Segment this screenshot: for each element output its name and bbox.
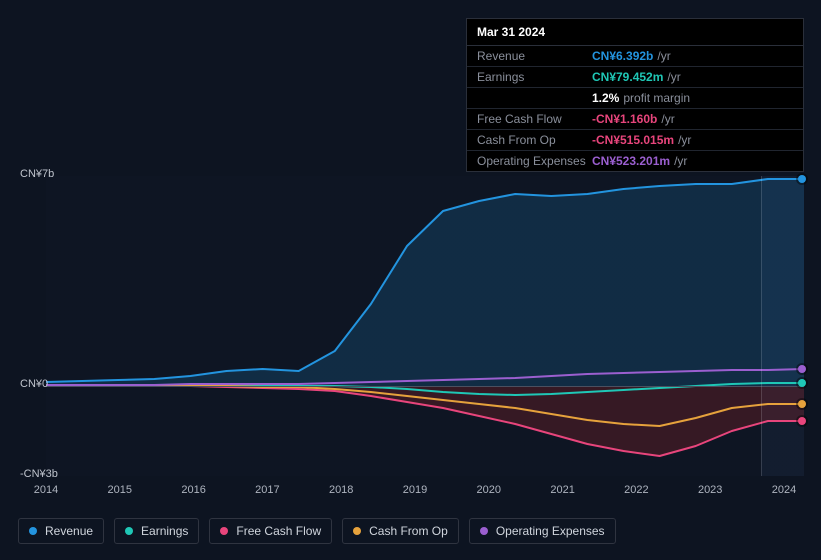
- tooltip-row-label: Revenue: [477, 49, 592, 63]
- series-end-dot: [798, 417, 806, 425]
- chart-tooltip: Mar 31 2024 RevenueCN¥6.392b/yrEarningsC…: [466, 18, 804, 172]
- tooltip-row-label: Free Cash Flow: [477, 112, 592, 126]
- legend-dot-icon: [29, 527, 37, 535]
- series-end-dot: [798, 379, 806, 387]
- tooltip-row-label: Cash From Op: [477, 133, 592, 147]
- tooltip-row: EarningsCN¥79.452m/yr: [467, 67, 803, 88]
- legend-item[interactable]: Cash From Op: [342, 518, 459, 544]
- legend-dot-icon: [125, 527, 133, 535]
- tooltip-row-value: CN¥523.201m: [592, 154, 670, 168]
- profit-margin-label: profit margin: [623, 91, 690, 105]
- tooltip-row-value: -CN¥1.160b: [592, 112, 657, 126]
- tooltip-row-label: Operating Expenses: [477, 154, 592, 168]
- legend-item[interactable]: Revenue: [18, 518, 104, 544]
- tooltip-row-unit: /yr: [674, 154, 687, 168]
- x-axis-tick: 2018: [329, 484, 353, 496]
- tooltip-row-value: CN¥79.452m: [592, 70, 663, 84]
- x-axis-tick: 2016: [181, 484, 205, 496]
- legend-label: Cash From Op: [369, 524, 448, 538]
- tooltip-row-unit: /yr: [678, 133, 691, 147]
- x-axis-tick: 2022: [624, 484, 648, 496]
- legend-label: Free Cash Flow: [236, 524, 321, 538]
- financial-chart: CN¥7b CN¥0 -CN¥3b: [18, 160, 804, 480]
- hover-marker-line: [761, 176, 762, 476]
- tooltip-row-label: Earnings: [477, 70, 592, 84]
- tooltip-profit-margin: 1.2% profit margin: [467, 88, 803, 109]
- x-axis-tick: 2021: [550, 484, 574, 496]
- tooltip-row: Operating ExpensesCN¥523.201m/yr: [467, 151, 803, 171]
- series-end-dot: [798, 400, 806, 408]
- legend-item[interactable]: Operating Expenses: [469, 518, 616, 544]
- y-axis-tick: CN¥7b: [20, 168, 54, 180]
- series-end-dot: [798, 365, 806, 373]
- series-end-dot: [798, 175, 806, 183]
- zero-axis-line: [46, 386, 804, 387]
- legend-label: Operating Expenses: [496, 524, 605, 538]
- tooltip-row-unit: /yr: [661, 112, 674, 126]
- x-axis-tick: 2024: [772, 484, 796, 496]
- legend-item[interactable]: Free Cash Flow: [209, 518, 332, 544]
- tooltip-row-value: -CN¥515.015m: [592, 133, 674, 147]
- x-axis-tick: 2017: [255, 484, 279, 496]
- tooltip-row-value: CN¥6.392b: [592, 49, 653, 63]
- chart-lines: [46, 176, 804, 476]
- tooltip-row: RevenueCN¥6.392b/yr: [467, 46, 803, 67]
- tooltip-row-unit: /yr: [667, 70, 680, 84]
- tooltip-row: Free Cash Flow-CN¥1.160b/yr: [467, 109, 803, 130]
- legend-dot-icon: [353, 527, 361, 535]
- x-axis-tick: 2019: [403, 484, 427, 496]
- legend-dot-icon: [480, 527, 488, 535]
- x-axis-tick: 2014: [34, 484, 58, 496]
- tooltip-row-unit: /yr: [657, 49, 670, 63]
- x-axis-tick: 2020: [477, 484, 501, 496]
- legend-label: Revenue: [45, 524, 93, 538]
- x-axis-tick: 2015: [108, 484, 132, 496]
- legend-label: Earnings: [141, 524, 188, 538]
- tooltip-date: Mar 31 2024: [467, 19, 803, 46]
- y-axis-tick: CN¥0: [20, 378, 48, 390]
- legend-dot-icon: [220, 527, 228, 535]
- profit-margin-value: 1.2%: [592, 91, 619, 105]
- legend: Revenue Earnings Free Cash Flow Cash From O…: [18, 518, 616, 544]
- plot-area[interactable]: [46, 176, 804, 476]
- legend-item[interactable]: Earnings: [114, 518, 199, 544]
- x-axis-tick: 2023: [698, 484, 722, 496]
- y-axis-tick: -CN¥3b: [20, 468, 58, 480]
- tooltip-row: Cash From Op-CN¥515.015m/yr: [467, 130, 803, 151]
